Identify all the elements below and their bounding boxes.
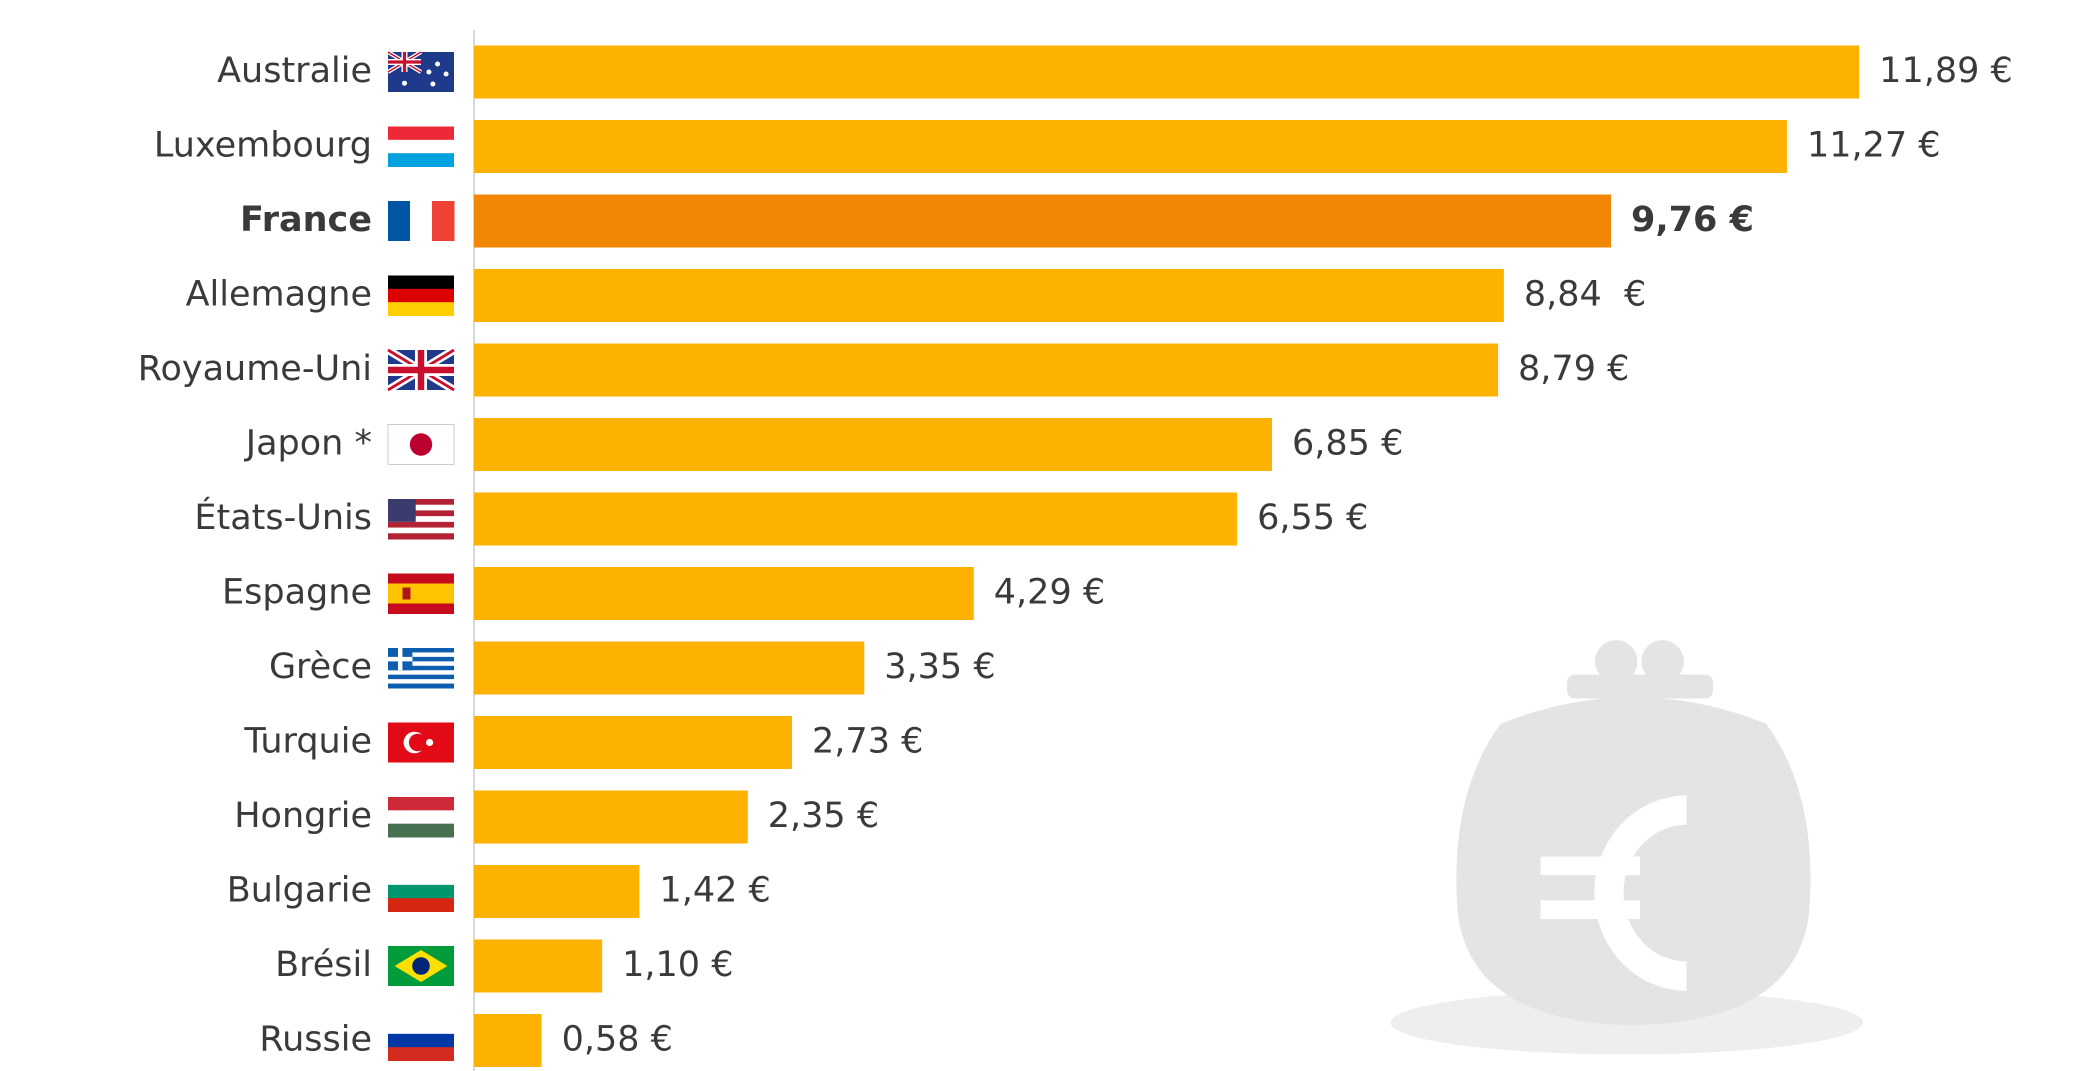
category-label: Royaume-Uni	[138, 349, 372, 389]
purse-icon	[1390, 640, 1863, 1054]
category-label: Japon *	[244, 424, 372, 464]
category-label: Australie	[217, 51, 372, 91]
bar	[474, 791, 748, 844]
flag	[388, 797, 454, 838]
category-label: Hongrie	[234, 796, 372, 836]
flag	[388, 946, 454, 986]
flag-stripe	[388, 594, 454, 605]
bar	[474, 493, 1237, 546]
flag-stripe	[388, 302, 454, 316]
flag-emblem	[403, 588, 411, 600]
bar	[474, 567, 974, 620]
flag	[388, 276, 454, 317]
category-label: Turquie	[243, 722, 372, 762]
category-label: Grèce	[269, 647, 372, 687]
chart: Australie 11,89 € Luxembourg 11,27 € France 9…	[0, 0, 2082, 1071]
flag-star	[402, 81, 407, 86]
flag-stripe	[388, 1034, 454, 1048]
flag-stripe	[388, 522, 454, 528]
flag-disc	[412, 957, 430, 975]
flag-crescent	[409, 734, 427, 752]
value-label: 4,29 €	[994, 573, 1105, 613]
flag	[388, 52, 454, 92]
bar	[474, 865, 639, 918]
category-label: États-Unis	[194, 496, 372, 538]
flag	[388, 648, 454, 689]
flag-stripe	[388, 684, 454, 689]
flag-star	[430, 82, 435, 87]
flag-stripe	[388, 201, 411, 241]
flag-stripe	[388, 574, 454, 585]
value-label: 11,89 €	[1879, 51, 2013, 91]
flag-stripe	[388, 679, 454, 684]
flag	[388, 723, 454, 763]
value-label: 8,79 €	[1518, 349, 1629, 389]
flag-stripe	[388, 810, 454, 824]
flag-stripe	[432, 201, 455, 241]
flag-stripe	[388, 885, 454, 899]
category-label: Brésil	[275, 945, 372, 985]
bar	[474, 1014, 542, 1067]
flag-stripe	[388, 276, 454, 290]
flag	[388, 425, 454, 465]
value-label: 6,85 €	[1292, 424, 1403, 464]
flag-star	[426, 739, 433, 746]
flag-disc	[410, 433, 432, 455]
bar	[474, 642, 864, 695]
bar	[474, 195, 1611, 248]
flag	[388, 499, 454, 540]
flag-canton	[388, 499, 416, 522]
bar	[474, 344, 1498, 397]
flag-stripe	[388, 675, 454, 680]
value-label: 6,55 €	[1257, 498, 1368, 538]
flag	[388, 127, 454, 168]
flag-stripe	[388, 127, 454, 141]
flag-stripe	[388, 140, 454, 154]
flag	[388, 1021, 454, 1062]
value-label: 1,42 €	[659, 871, 770, 911]
category-label: Russie	[259, 1020, 372, 1060]
flag-stripe	[388, 289, 454, 303]
category-label: Allemagne	[186, 275, 372, 315]
bar	[474, 269, 1504, 322]
flag-stripe	[388, 872, 454, 886]
category-label: Luxembourg	[154, 126, 372, 166]
category-label: Bulgarie	[227, 871, 372, 911]
flag-stripe	[388, 898, 454, 912]
flag-stripe	[388, 604, 454, 615]
bar	[474, 940, 602, 993]
flag-star	[426, 70, 431, 75]
flag-stripe	[388, 797, 454, 811]
category-label: France	[240, 200, 372, 240]
flag	[388, 872, 454, 913]
bar	[474, 120, 1787, 173]
flag-stripe	[388, 533, 454, 539]
value-label: 2,73 €	[812, 722, 923, 762]
value-label: 0,58 €	[562, 1020, 673, 1060]
flag-stripe	[410, 201, 433, 241]
bar	[474, 716, 792, 769]
flag	[388, 201, 455, 241]
flag	[388, 574, 454, 615]
flag-star	[435, 62, 440, 67]
category-label: Espagne	[222, 573, 372, 613]
flag-stripe	[388, 1047, 454, 1061]
flag-stripe	[388, 670, 454, 675]
value-label: 9,76 €	[1631, 200, 1754, 240]
flag-stripe	[388, 1021, 454, 1035]
value-label: 11,27 €	[1807, 126, 1941, 166]
flag	[388, 350, 454, 390]
value-label: 2,35 €	[768, 796, 879, 836]
flag-stripe	[388, 824, 454, 838]
flag-stripe	[388, 528, 454, 534]
flag-star	[444, 72, 449, 77]
bar	[474, 46, 1859, 99]
bar	[474, 418, 1272, 471]
flag-stripe	[388, 584, 454, 595]
value-label: 1,10 €	[622, 945, 733, 985]
flag-stripe	[388, 153, 454, 167]
value-label: 8,84 €	[1524, 275, 1646, 315]
value-label: 3,35 €	[884, 647, 995, 687]
